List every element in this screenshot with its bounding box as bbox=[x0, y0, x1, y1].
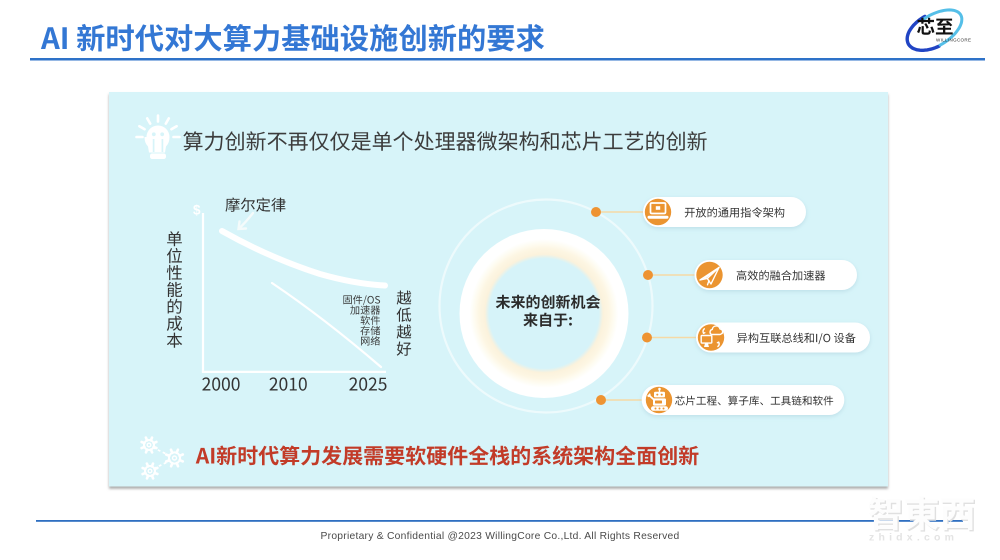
svg-text:$: $ bbox=[193, 203, 201, 218]
svg-text:zhidx.com: zhidx.com bbox=[869, 532, 958, 544]
svg-text:Proprietary & Confidential @20: Proprietary & Confidential @2023 Willing… bbox=[321, 531, 680, 542]
svg-text:WILLINGCORE: WILLINGCORE bbox=[936, 37, 971, 42]
